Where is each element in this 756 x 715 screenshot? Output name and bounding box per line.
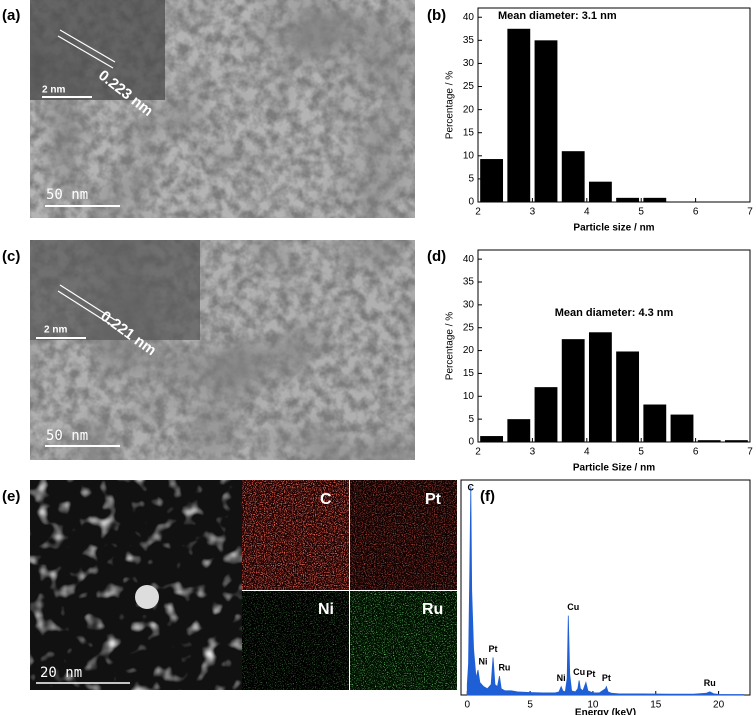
x-tick-label: 5 xyxy=(638,207,644,218)
x-tick-label: 10 xyxy=(587,700,599,711)
haadf-image-e: 20 nm C Pt Ni Ru xyxy=(30,480,457,690)
x-tick-label: 6 xyxy=(693,447,699,458)
panel-label: (a) xyxy=(2,7,20,24)
bar xyxy=(643,197,667,202)
panel-label: (b) xyxy=(427,7,446,24)
y-tick-label: 10 xyxy=(463,150,475,161)
x-tick-label: 2 xyxy=(475,207,481,218)
x-tick-label: 4 xyxy=(584,447,590,458)
y-axis-label: Percentage / % xyxy=(445,312,456,380)
y-tick-label: 0 xyxy=(468,197,474,208)
peak-label: Cu xyxy=(573,667,585,677)
bar xyxy=(480,159,504,202)
bar xyxy=(507,419,531,442)
peak-label: Ru xyxy=(498,663,510,673)
bar xyxy=(480,436,504,442)
y-axis-label: Percentage / % xyxy=(445,71,456,139)
plot-frame xyxy=(477,249,751,443)
bar xyxy=(588,181,612,202)
tem-image-a: 2 nm 0.223 nm 50 nm xyxy=(30,0,415,218)
panel-label: (e) xyxy=(2,488,20,505)
bar xyxy=(534,387,558,442)
peak-label: Ni xyxy=(557,673,566,683)
bar xyxy=(507,28,531,202)
y-tick-label: 20 xyxy=(463,345,475,356)
bar xyxy=(670,414,694,442)
chart: 2 3 4 5 6 7 0 5 10 15 20 25 30 35 40 Particle size / nm… xyxy=(445,7,753,234)
y-tick-label: 40 xyxy=(463,254,475,265)
y-tick-label: 30 xyxy=(463,299,475,310)
x-tick-label: 5 xyxy=(638,447,644,458)
panel-label: (c) xyxy=(2,248,20,265)
y-tick-label: 30 xyxy=(463,58,475,69)
tem-image-c: 2 nm 0.221 nm 50 nm xyxy=(30,240,415,460)
bar xyxy=(616,197,640,202)
x-tick-label: 2 xyxy=(475,447,481,458)
plot-frame xyxy=(477,7,751,203)
inset-scale-label: 2 nm xyxy=(42,85,65,96)
x-axis-label: Energy (keV) xyxy=(575,708,636,715)
bar xyxy=(561,151,585,202)
bar xyxy=(724,440,748,442)
scale-label: 50 nm xyxy=(46,428,88,444)
x-axis-label: Particle Size / nm xyxy=(573,463,655,474)
peak-label: Cu xyxy=(567,602,579,612)
x-tick-label: 3 xyxy=(530,447,536,458)
x-axis-label: Particle size / nm xyxy=(573,223,654,234)
x-tick-label: 6 xyxy=(693,207,699,218)
x-tick-label: 0 xyxy=(465,700,471,711)
y-tick-label: 35 xyxy=(463,277,475,288)
x-tick-label: 3 xyxy=(530,207,536,218)
y-tick-label: 25 xyxy=(463,322,475,333)
chart: 2 3 4 5 6 7 0 5 10 15 20 25 30 35 40 Particle Size / nm… xyxy=(445,249,753,474)
peak-label: Ni xyxy=(478,656,487,666)
annotation: Mean diameter: 3.1 nm xyxy=(498,10,617,22)
x-tick-label: 7 xyxy=(747,447,753,458)
map-label: Ni xyxy=(318,601,334,618)
map-label: Pt xyxy=(425,491,442,508)
spectrum xyxy=(466,486,745,696)
x-tick-label: 4 xyxy=(584,207,590,218)
peak-label: Pt xyxy=(489,644,498,654)
y-tick-label: 25 xyxy=(463,81,475,92)
bar xyxy=(561,339,585,442)
scale-label: 50 nm xyxy=(46,187,88,203)
y-tick-label: 15 xyxy=(463,127,475,138)
panel-label: (f) xyxy=(480,488,495,505)
inset-scale-label: 2 nm xyxy=(44,325,67,336)
y-tick-label: 15 xyxy=(463,368,475,379)
y-tick-label: 35 xyxy=(463,35,475,46)
x-tick-label: 20 xyxy=(713,700,725,711)
y-tick-label: 5 xyxy=(468,174,474,185)
bar xyxy=(588,332,612,442)
map-label: Ru xyxy=(422,601,443,618)
y-tick-label: 10 xyxy=(463,391,475,402)
peak-label: Ru xyxy=(704,678,716,688)
y-tick-label: 40 xyxy=(463,12,475,23)
map-label: C xyxy=(320,491,332,508)
bar xyxy=(534,40,558,203)
peak-label: C xyxy=(468,482,475,492)
annotation: Mean diameter: 4.3 nm xyxy=(555,307,674,319)
x-tick-label: 7 xyxy=(747,207,753,218)
y-tick-label: 0 xyxy=(468,437,474,448)
scale-label: 20 nm xyxy=(40,665,82,681)
peak-label: Pt xyxy=(602,673,611,683)
peak-label: Pt xyxy=(586,669,595,679)
bar xyxy=(697,440,721,442)
bar xyxy=(616,351,640,442)
x-tick-label: 5 xyxy=(527,700,533,711)
y-tick-label: 5 xyxy=(468,414,474,425)
panel-label: (d) xyxy=(427,248,446,265)
y-tick-label: 20 xyxy=(463,104,475,115)
bar xyxy=(643,404,667,442)
x-tick-label: 15 xyxy=(650,700,662,711)
